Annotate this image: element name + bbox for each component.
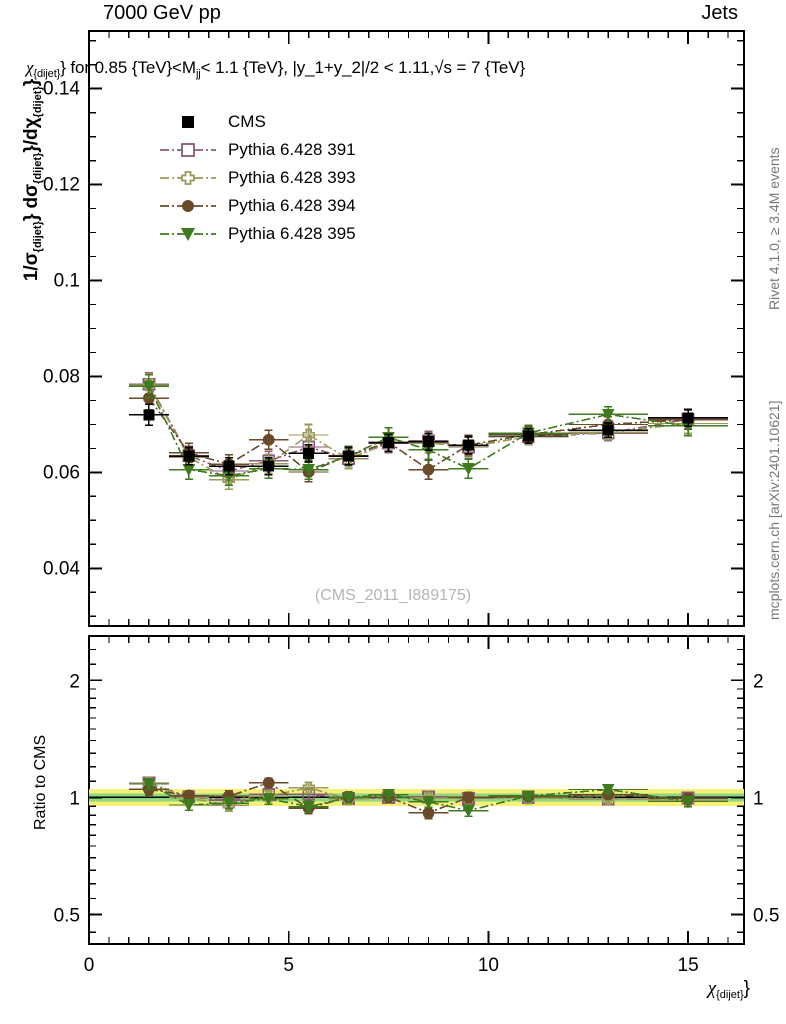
x-tick-label: 5 xyxy=(283,955,294,976)
ratio-y-tick-label: 1 xyxy=(69,788,80,809)
legend-entry-4[interactable]: Pythia 6.428 395 xyxy=(160,220,356,248)
main-series-3-marker xyxy=(262,433,275,446)
xlabel-chi-sub: {dijet} xyxy=(716,988,744,1001)
main-series-cms-marker xyxy=(263,460,275,472)
main-y-tick-label: 0.08 xyxy=(43,366,80,387)
legend-entry-1[interactable]: Pythia 6.428 391 xyxy=(160,136,356,164)
xlabel-close: } xyxy=(743,978,750,999)
ratio-series-3-marker xyxy=(262,793,276,806)
legend-marker-1 xyxy=(160,139,216,161)
main-series-cms-marker xyxy=(522,430,534,442)
xlabel-chi: χ xyxy=(707,978,717,999)
main-y-tick-label: 0.14 xyxy=(43,79,80,100)
main-y-tick-label: 0.06 xyxy=(43,462,80,483)
ratio-y-tick-label: 0.5 xyxy=(54,906,80,927)
x-tick-label: 0 xyxy=(84,955,95,976)
ratio-y-tick-label: 2 xyxy=(69,671,80,692)
legend: CMS Pythia 6.428 391 Pythia 6.428 393 Pythi… xyxy=(160,108,356,248)
beam-energy-label: 7000 GeV pp xyxy=(103,2,221,24)
ratio-series-3-line xyxy=(148,783,689,812)
main-series-cms-marker xyxy=(462,439,474,451)
ratio-series-3-marker xyxy=(142,778,156,791)
main-y-tick-label: 0.04 xyxy=(43,558,80,579)
ratio-y-tick-label-right: 1 xyxy=(753,788,764,809)
plot-title-rest: < 1.1 {TeV}, |y_1+y_2|/2 < 1.11, xyxy=(200,58,435,77)
legend-entry-2[interactable]: Pythia 6.428 393 xyxy=(160,164,356,192)
legend-entry-0[interactable]: CMS xyxy=(160,108,356,136)
main-series-cms-marker xyxy=(183,450,195,462)
legend-marker-2 xyxy=(160,167,216,189)
main-y-tick-label: 0.12 xyxy=(43,175,80,196)
ratio-y-tick-label-right: 2 xyxy=(753,671,764,692)
ratio-series-3-marker xyxy=(601,784,615,797)
ratio-series-3-marker xyxy=(222,797,236,811)
ratio-series-3-marker xyxy=(182,799,196,812)
main-y-tick-label: 0.1 xyxy=(54,271,80,292)
x-axis-label: χ{dijet}} xyxy=(708,978,750,1001)
main-series-4-marker xyxy=(182,464,196,477)
main-series-cms-marker xyxy=(602,424,614,436)
ratio-series-3-marker xyxy=(422,796,435,809)
analysis-id-watermark: (CMS_2011_I889175) xyxy=(314,587,472,604)
main-series-4-line xyxy=(148,385,689,477)
main-series-4-marker xyxy=(462,463,475,476)
x-tick-label: 15 xyxy=(678,955,699,976)
ratio-series-2-marker xyxy=(422,806,435,819)
legend-marker-4 xyxy=(160,223,216,245)
main-series-cms-marker xyxy=(143,409,155,421)
ratio-series-3-marker xyxy=(681,796,695,809)
main-series-2-marker xyxy=(302,428,316,442)
main-series-cms-marker xyxy=(682,412,694,424)
main-series-4-marker xyxy=(222,470,236,483)
main-series-cms-marker xyxy=(223,460,235,472)
plot-title-mid: } for 0.85 {TeV}<M xyxy=(60,58,196,77)
legend-marker-0 xyxy=(160,111,216,133)
x-tick-label: 10 xyxy=(478,955,499,976)
legend-label-0: CMS xyxy=(228,112,266,131)
legend-label-3: Pythia 6.428 394 xyxy=(228,196,356,215)
plot-title: χ{dijet}} for 0.85 {TeV}<Mjj< 1.1 {TeV},… xyxy=(26,58,525,80)
legend-entry-3[interactable]: Pythia 6.428 394 xyxy=(160,192,356,220)
legend-label-4: Pythia 6.428 395 xyxy=(228,224,356,243)
legend-label-1: Pythia 6.428 391 xyxy=(228,140,356,159)
main-series-4-marker xyxy=(601,408,615,422)
ratio-series-2-marker xyxy=(262,776,275,789)
ratio-series-3-marker xyxy=(342,791,355,805)
ratio-series-3-marker xyxy=(382,789,395,802)
main-series-3-marker xyxy=(422,463,435,476)
analysis-category-label: Jets xyxy=(701,2,738,24)
ratio-series-2-marker xyxy=(182,789,195,802)
plot-title-mjj-sub: jj xyxy=(195,67,201,80)
main-series-4-marker xyxy=(302,464,315,477)
main-series-4-marker xyxy=(142,380,156,393)
ratio-y-tick-label-right: 0.5 xyxy=(753,906,779,927)
ratio-series-3-marker xyxy=(302,801,315,814)
ratio-series-1-marker xyxy=(302,781,316,795)
ratio-series-2-marker xyxy=(462,791,475,804)
ratio-series-3-marker xyxy=(462,805,475,818)
plot-title-chi: χ xyxy=(26,58,34,77)
plot-title-sqrts: √s = 7 {TeV} xyxy=(434,58,526,77)
main-series-cms-marker xyxy=(383,437,395,449)
main-series-cms-marker xyxy=(422,436,434,448)
main-series-cms-marker xyxy=(303,447,315,459)
ratio-series-3-marker xyxy=(522,790,535,803)
legend-marker-3 xyxy=(160,195,216,217)
main-series-cms-marker xyxy=(343,450,355,462)
legend-label-2: Pythia 6.428 393 xyxy=(228,168,356,187)
plot-title-chi-sub: {dijet} xyxy=(33,67,61,80)
